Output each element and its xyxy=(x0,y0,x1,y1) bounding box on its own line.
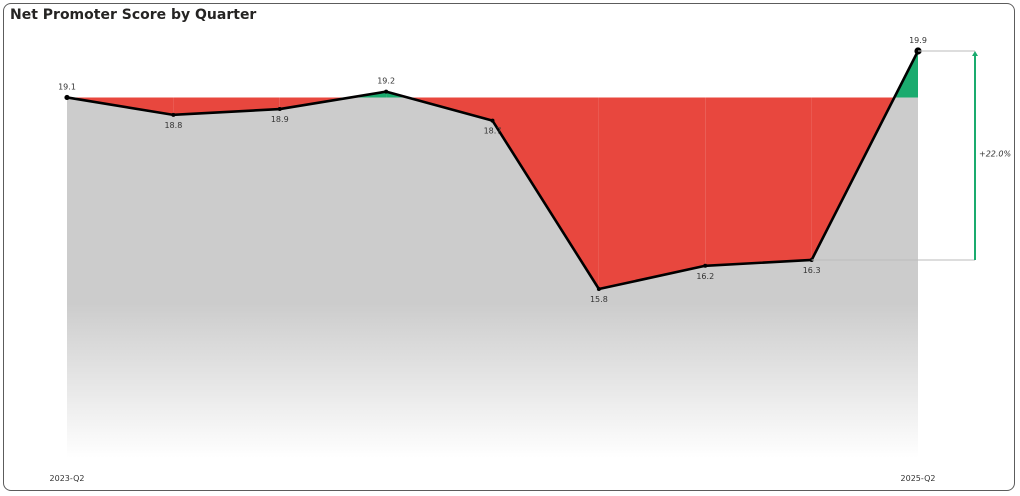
data-point xyxy=(384,89,389,94)
data-label: 16.2 xyxy=(696,272,714,281)
data-point xyxy=(171,112,176,117)
x-tick-label: 2025-Q2 xyxy=(901,474,936,483)
loss-region xyxy=(492,97,599,289)
arrow-head xyxy=(972,51,978,56)
x-tick-label: 2023-Q2 xyxy=(50,474,85,483)
data-label: 15.8 xyxy=(590,295,608,304)
loss-region xyxy=(598,97,706,289)
chart-title: Net Promoter Score by Quarter xyxy=(10,7,257,23)
data-label: 18.7 xyxy=(484,127,502,136)
data-label: 19.1 xyxy=(58,82,76,91)
data-point xyxy=(64,94,70,101)
data-point xyxy=(703,263,708,268)
data-label: 18.9 xyxy=(271,115,289,124)
area-fill xyxy=(67,51,918,458)
data-label: 19.9 xyxy=(909,36,927,45)
data-point xyxy=(490,118,495,123)
data-label: 19.2 xyxy=(377,77,395,86)
data-point xyxy=(277,107,282,112)
loss-region xyxy=(705,97,812,266)
data-point xyxy=(596,287,601,291)
data-label: 18.8 xyxy=(164,121,182,130)
change-label: +22.0% xyxy=(979,149,1011,158)
data-label: 16.3 xyxy=(803,266,821,275)
